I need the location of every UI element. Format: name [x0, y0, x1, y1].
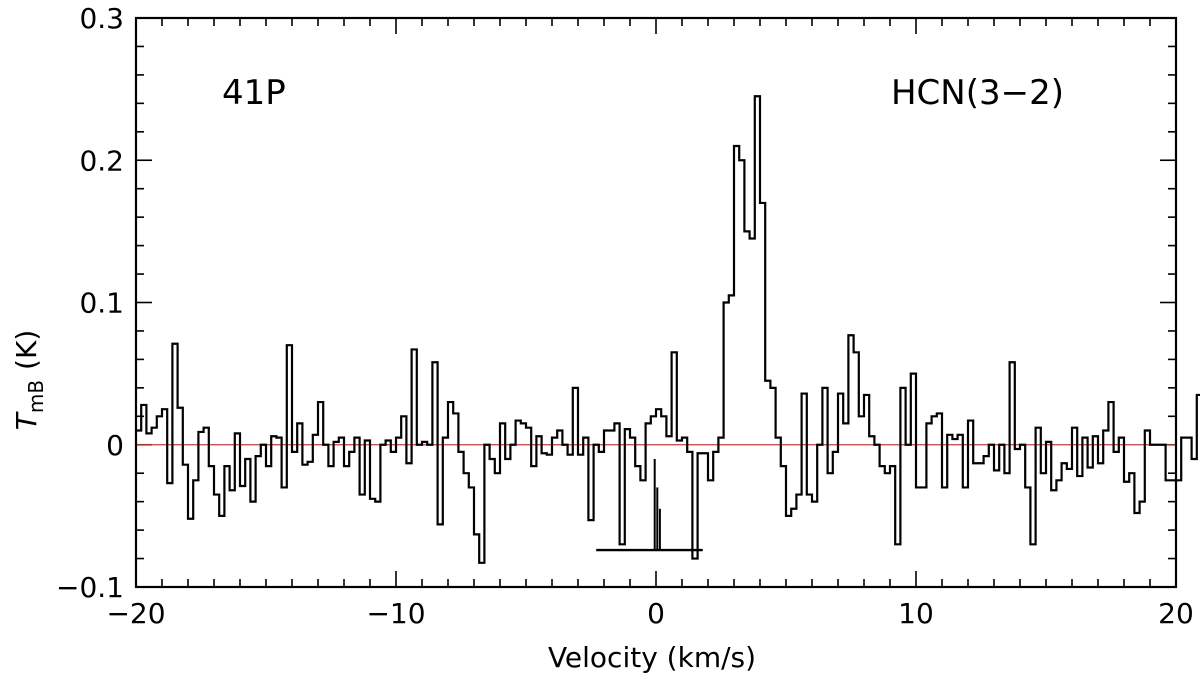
- y-tick-label: 0.1: [79, 287, 124, 320]
- molecule-line-label: HCN(3−2): [891, 73, 1064, 113]
- y-axis-symbol: T: [10, 411, 43, 430]
- hcn-spectrum-line: [136, 95, 1200, 564]
- x-tick-label: −10: [366, 597, 425, 630]
- y-axis-subscript: mB: [24, 380, 48, 413]
- tick-labels: −20 −10 0 10 20 −0.1 0 0.1 0.2 0.3: [56, 2, 1194, 630]
- y-tick-label: −0.1: [56, 571, 124, 604]
- x-tick-label: 20: [1158, 597, 1194, 630]
- y-axis-label: TmB (K): [10, 330, 48, 431]
- x-tick-label: −20: [106, 597, 165, 630]
- x-tick-label: 10: [898, 597, 934, 630]
- y-tick-label: 0.2: [79, 144, 124, 177]
- x-tick-label: 0: [647, 597, 665, 630]
- y-tick-label: 0.3: [79, 2, 124, 35]
- y-axis-unit: (K): [10, 330, 43, 370]
- x-axis-label: Velocity (km/s): [548, 641, 756, 674]
- plot-frame: [134, 16, 1178, 589]
- ephemeris-marker: [596, 458, 703, 552]
- y-tick-label: 0: [106, 429, 124, 462]
- object-label: 41P: [222, 73, 286, 113]
